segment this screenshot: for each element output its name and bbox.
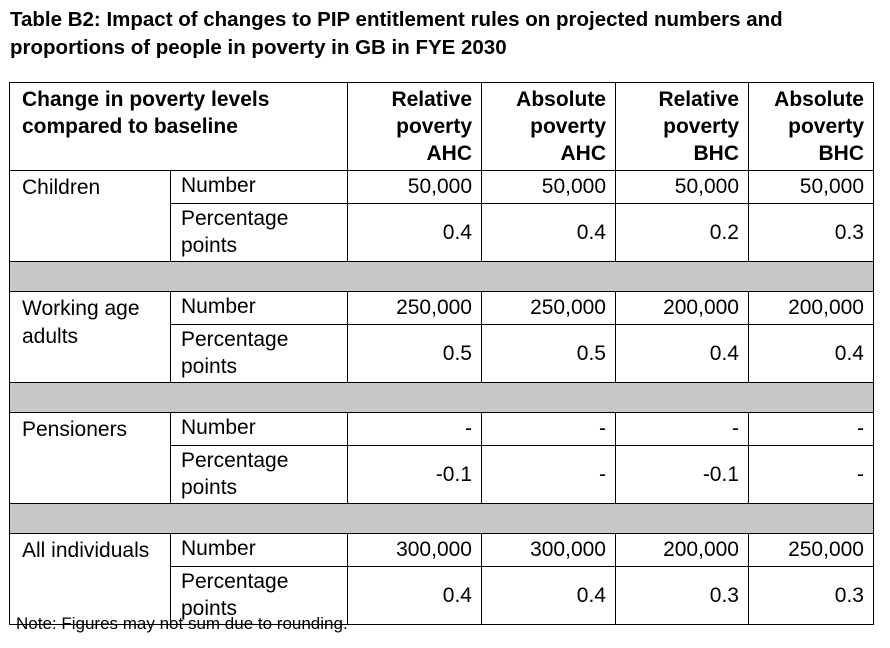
column-header: Absolute poverty BHC — [748, 82, 874, 171]
table-cell: 200,000 — [615, 533, 749, 567]
table-title: Table B2: Impact of changes to PIP entit… — [10, 8, 783, 59]
group-label: Children — [9, 170, 171, 262]
table-cell: - — [347, 412, 482, 446]
separator-row — [9, 382, 874, 413]
table-cell: 50,000 — [347, 170, 482, 204]
table-cell: 0.4 — [347, 203, 482, 262]
table-cell: - — [748, 445, 874, 504]
separator-cell — [9, 503, 874, 534]
table-cell: 50,000 — [481, 170, 616, 204]
table-row: All individuals Number 300,000 300,000 2… — [9, 533, 874, 625]
table-row: Working age adults Number 250,000 250,00… — [9, 291, 874, 383]
table-cell: 50,000 — [615, 170, 749, 204]
poverty-impact-table: Change in poverty levels compared to bas… — [9, 82, 874, 625]
table-cell: 0.4 — [748, 324, 874, 383]
table-cell: -0.1 — [347, 445, 482, 504]
table-row: Percentage points 0.5 0.5 0.4 0.4 — [10, 324, 874, 383]
table-cell: 250,000 — [347, 291, 482, 325]
table-cell: 50,000 — [748, 170, 874, 204]
table-cell: - — [615, 412, 749, 446]
table-row: Percentage points 0.4 0.4 0.3 0.3 — [10, 566, 874, 625]
table-cell: 0.3 — [748, 203, 874, 262]
group-label: Working age adults — [9, 291, 171, 383]
column-header: Relative poverty BHC — [615, 82, 749, 171]
table-row: Percentage points -0.1 - -0.1 - — [10, 445, 874, 504]
table-cell: 0.3 — [748, 566, 874, 625]
group-label: Pensioners — [9, 412, 171, 504]
table-row: Children Number 50,000 50,000 50,000 50,… — [9, 170, 874, 262]
table-row: Percentage points 0.4 0.4 0.2 0.3 — [10, 203, 874, 262]
table-cell: 0.5 — [481, 324, 616, 383]
table-cell: 0.4 — [481, 203, 616, 262]
table-cell: 250,000 — [748, 533, 874, 567]
table-cell: 0.4 — [615, 324, 749, 383]
column-header: Absolute poverty AHC — [481, 82, 616, 171]
table-cell: -0.1 — [615, 445, 749, 504]
row-label-number: Number — [170, 412, 348, 446]
row-label-percentage-points: Percentage points — [170, 445, 348, 504]
row-label-percentage-points: Percentage points — [170, 203, 348, 262]
table-cell: - — [481, 445, 616, 504]
table-cell: 0.4 — [347, 566, 482, 625]
separator-row — [9, 503, 874, 534]
footnote: Note: Figures may not sum due to roundin… — [16, 614, 348, 633]
row-label-number: Number — [170, 533, 348, 567]
table-row: Pensioners Number - - - - — [9, 412, 874, 504]
table-cell: 300,000 — [347, 533, 482, 567]
table-cell: 300,000 — [481, 533, 616, 567]
table-cell: 250,000 — [481, 291, 616, 325]
separator-row — [9, 261, 874, 292]
separator-cell — [9, 261, 874, 292]
row-label-percentage-points: Percentage points — [170, 566, 348, 625]
table-cell: 200,000 — [615, 291, 749, 325]
table-cell: 0.5 — [347, 324, 482, 383]
group-label: All individuals — [9, 533, 171, 625]
row-label-number: Number — [170, 170, 348, 204]
row-label-percentage-points: Percentage points — [170, 324, 348, 383]
table-cell: - — [748, 412, 874, 446]
corner-header: Change in poverty levels compared to bas… — [9, 82, 348, 171]
separator-cell — [9, 382, 874, 413]
table-cell: 0.3 — [615, 566, 749, 625]
table-cell: 0.2 — [615, 203, 749, 262]
header-row: Change in poverty levels compared to bas… — [9, 82, 874, 171]
table-cell: 0.4 — [481, 566, 616, 625]
row-label-number: Number — [170, 291, 348, 325]
table-cell: 200,000 — [748, 291, 874, 325]
column-header: Relative poverty AHC — [347, 82, 482, 171]
table-cell: - — [481, 412, 616, 446]
